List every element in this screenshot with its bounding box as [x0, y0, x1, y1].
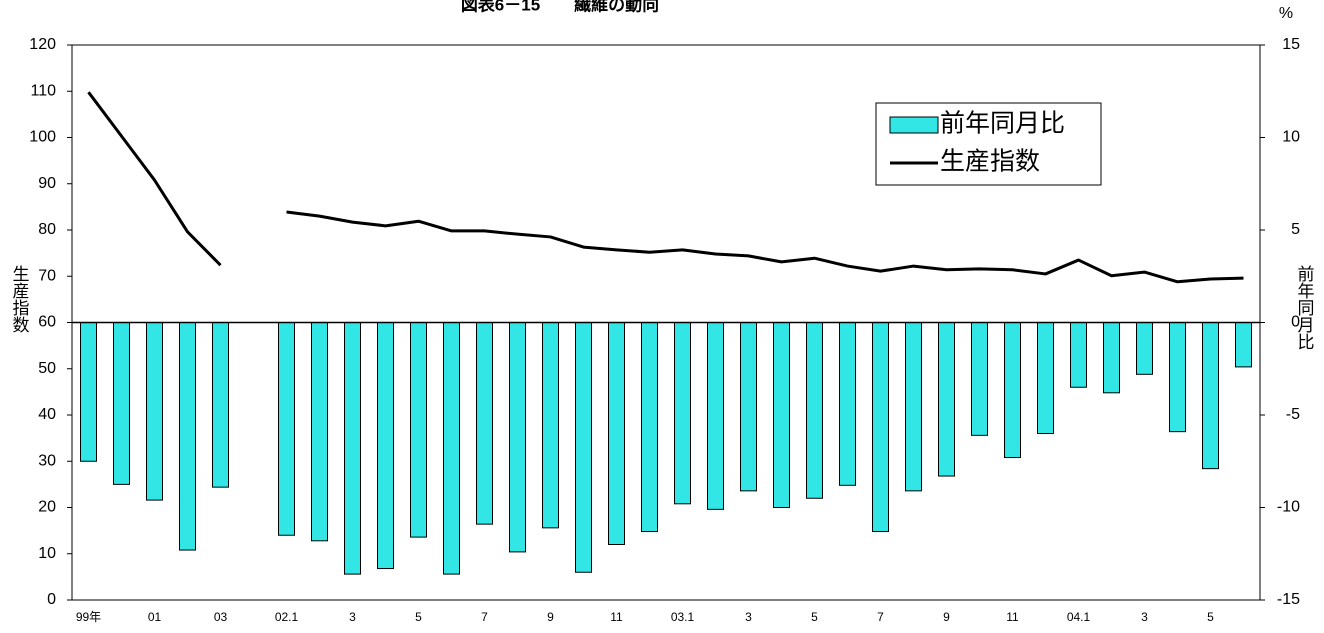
x-tick-label: 5: [1207, 610, 1214, 624]
bar: [509, 322, 526, 553]
bar: [905, 322, 922, 492]
bar: [1004, 322, 1021, 459]
legend-label: 生産指数: [940, 148, 1040, 176]
y-tick-label: 50: [38, 360, 56, 377]
y-tick-label: 110: [30, 82, 56, 99]
y-tick-label: 80: [38, 221, 56, 238]
y-tick-label: 20: [38, 499, 56, 516]
bar: [410, 322, 427, 538]
bar: [344, 322, 361, 575]
y2-tick-label: 5: [1291, 221, 1300, 238]
y2-axis-label: 前年同月比: [1295, 265, 1315, 350]
bar: [641, 322, 658, 533]
legend-label: 前年同月比: [940, 110, 1065, 138]
y2-tick-label: 0: [1291, 314, 1300, 331]
bar: [80, 322, 97, 462]
bar: [443, 322, 460, 575]
line: [286, 210, 1244, 284]
bar: [1169, 322, 1186, 433]
bar: [938, 322, 955, 477]
x-tick-label: 3: [1141, 610, 1148, 624]
x-tick-label: 3: [349, 610, 356, 624]
bar: [839, 322, 856, 486]
x-tick-label: 99年: [76, 610, 101, 624]
y2-tick-label: 10: [1282, 129, 1300, 146]
line: [87, 91, 222, 267]
legend-swatch: [889, 116, 939, 134]
bar: [542, 322, 559, 529]
bar: [179, 322, 196, 551]
y-tick-label: 120: [29, 36, 56, 53]
x-tick-label: 11: [610, 610, 623, 624]
x-tick-label: 04.1: [1067, 610, 1091, 624]
bar: [740, 322, 757, 492]
x-tick-label: 02.1: [275, 610, 299, 624]
bar: [707, 322, 724, 510]
x-tick-label: 03: [214, 610, 228, 624]
x-tick-label: 11: [1006, 610, 1019, 624]
x-tick-label: 5: [811, 610, 818, 624]
bar: [1202, 322, 1219, 470]
bar: [1103, 322, 1120, 394]
bar: [575, 322, 592, 573]
bar: [1136, 322, 1153, 375]
bar: [773, 322, 790, 508]
x-tick-label: 9: [547, 610, 554, 624]
chart-title: 図表6－15 繊維の動向: [461, 0, 659, 14]
x-tick-label: 7: [877, 610, 884, 624]
y-tick-label: 30: [38, 452, 56, 469]
bar: [1235, 322, 1252, 368]
y-tick-label: 70: [38, 267, 56, 284]
y-tick-label: 0: [47, 591, 56, 608]
bar: [476, 322, 493, 525]
y2-tick-label: -10: [1277, 499, 1300, 516]
y2-tick-label: 15: [1282, 36, 1300, 53]
x-tick-label: 3: [745, 610, 752, 624]
y2-unit: %: [1279, 5, 1293, 22]
y-axis-label: 生産指数: [10, 265, 30, 333]
bar: [278, 322, 295, 536]
x-tick-label: 9: [943, 610, 950, 624]
bar: [806, 322, 823, 499]
y-tick-label: 40: [38, 406, 56, 423]
bar: [311, 322, 328, 542]
y-tick-label: 10: [38, 545, 56, 562]
bar: [113, 322, 130, 485]
x-tick-label: 7: [481, 610, 488, 624]
x-tick-label: 03.1: [671, 610, 695, 624]
y-tick-label: 100: [29, 129, 56, 146]
bar: [608, 322, 625, 545]
bar: [1070, 322, 1087, 388]
bar: [377, 322, 394, 570]
bar: [674, 322, 691, 505]
y2-tick-label: -15: [1277, 591, 1300, 608]
x-tick-label: 5: [415, 610, 422, 624]
bar: [971, 322, 988, 436]
bar: [1037, 322, 1054, 434]
bar: [146, 322, 163, 501]
y2-tick-label: -5: [1286, 406, 1300, 423]
y-tick-label: 90: [38, 175, 56, 192]
x-tick-label: 01: [148, 610, 162, 624]
bar: [872, 322, 889, 533]
bar: [212, 322, 229, 488]
legend-box: [875, 102, 1102, 186]
y-tick-label: 60: [38, 314, 56, 331]
